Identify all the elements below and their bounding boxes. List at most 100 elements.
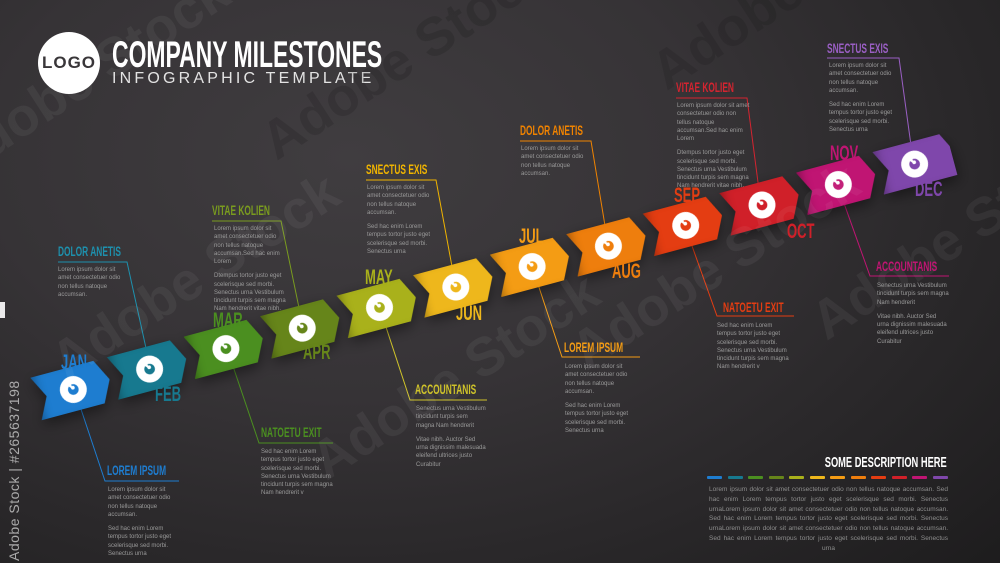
legend-dash (748, 476, 764, 479)
milestone-circle (362, 291, 395, 324)
month-label-may: MAY (365, 267, 410, 288)
timeline-segment (796, 153, 881, 215)
milestone-circle (745, 188, 778, 221)
month-label-text: AUG (612, 260, 641, 283)
legend-dashes (707, 476, 948, 479)
callout-text: Lorem ipsum dolor sit amet consectetuer … (367, 184, 437, 262)
callout-paragraph: Lorem ipsum dolor sit amet consectetuer … (565, 364, 628, 395)
callout-text: Lorem ipsum dolor sit amet consectetuer … (521, 145, 585, 184)
callout-text: Lorem ipsum dolor sit amet consectetuer … (58, 266, 124, 305)
callout-title-text: ACCOUNTANIS (415, 382, 477, 397)
callout-title-text: VITAE KOLIEN (676, 80, 734, 95)
callout-paragraph: Lorem ipsum dolor sit amet consectetuer … (829, 63, 892, 94)
description-title-text: SOME DESCRIPTION HERE (825, 454, 947, 471)
timeline-segment (490, 235, 575, 297)
callout-title: NATOETU EXIT (723, 301, 821, 315)
callout-paragraph: Sed hac enim Lorem tempus tortor justo e… (565, 403, 629, 434)
legend-dash (789, 476, 805, 479)
swirl-icon (370, 298, 388, 316)
callout-paragraph: Sed hac enim Lorem tempus tortor justo e… (367, 224, 431, 255)
milestone-circle (592, 229, 625, 262)
watermark-diagonal: Adobe Stock (0, 0, 241, 192)
month-label-jul: JUL (519, 226, 559, 247)
legend-dash (912, 476, 928, 479)
month-label-sep: SEP (674, 185, 716, 206)
month-label-text: DEC (915, 178, 943, 201)
callout-title: LOREM IPSUM (564, 341, 659, 355)
timeline-segment (260, 296, 345, 358)
callout-title: DOLOR ANETIS (520, 124, 622, 138)
page-title-text: COMPANY MILESTONES (112, 34, 383, 75)
swirl-icon (599, 236, 617, 254)
callout-paragraph: Sed hac enim Lorem tempus tortor justo e… (829, 102, 893, 133)
month-label-aug: AUG (612, 261, 659, 282)
watermark-tick (0, 302, 5, 318)
watermark-vertical-label: Adobe Stock | #265637198 (6, 380, 22, 561)
callout-text: Senectus urna Vestibulum tincidunt turpi… (877, 282, 949, 352)
timeline-segment (413, 255, 498, 317)
milestone-circle (898, 147, 931, 180)
month-label-dec: DEC (915, 179, 959, 200)
month-label-text: JUN (456, 302, 483, 325)
legend-dash (727, 476, 743, 479)
callout-paragraph: Vitae nibh. Auctor Sed urna dignissim ma… (877, 313, 947, 345)
month-label-text: MAR (213, 309, 243, 332)
legend-dash (809, 476, 825, 479)
callout-title: VITAE KOLIEN (212, 204, 306, 218)
milestone-circle (286, 311, 319, 344)
callout-paragraph: Sed hac enim Lorem tempus tortor justo e… (717, 323, 789, 371)
timeline-segment (337, 276, 422, 338)
swirl-icon (140, 359, 158, 377)
callout-paragraph: Senectus urna Vestibulum tincidunt turpi… (416, 406, 486, 429)
callout-title-text: SNECTUS EXIS (366, 162, 428, 177)
callout-title-text: VITAE KOLIEN (212, 203, 270, 218)
swirl-icon (676, 216, 694, 234)
milestone-circle (209, 332, 242, 365)
legend-dash (850, 476, 866, 479)
callout-title: LOREM IPSUM (107, 464, 202, 478)
callout-text: Senectus urna Vestibulum tincidunt turpi… (416, 405, 486, 475)
callout-paragraph: Sed hac enim Lorem tempus tortor justo e… (261, 449, 333, 497)
milestone-circle (133, 352, 166, 385)
month-label-text: JAN (61, 351, 88, 374)
callout-text: Lorem ipsum dolor sit amet consectetuer … (677, 102, 751, 197)
month-label-oct: OCT (787, 221, 831, 242)
legend-dash (932, 476, 948, 479)
timeline-segment (107, 338, 192, 400)
callout-text: Sed hac enim Lorem tempus tortor justo e… (261, 448, 335, 504)
timeline-segment (566, 214, 651, 276)
month-label-text: JUL (519, 225, 544, 248)
swirl-icon (753, 195, 771, 213)
callout-paragraph: Lorem ipsum dolor sit amet consectetuer … (677, 103, 750, 143)
month-label-text: FEB (155, 383, 182, 406)
month-label-text: OCT (787, 220, 815, 243)
logo: LOGO (38, 32, 100, 94)
callout-title-text: DOLOR ANETIS (58, 244, 121, 259)
legend-dash (768, 476, 784, 479)
page-subtitle: INFOGRAPHIC TEMPLATE (112, 70, 375, 87)
timeline-segment (183, 317, 268, 379)
month-label-jun: JUN (456, 303, 498, 324)
description-title: SOME DESCRIPTION HERE (750, 455, 947, 470)
swirl-icon (64, 380, 82, 398)
milestone-circle (669, 209, 702, 242)
callout-title: DOLOR ANETIS (58, 245, 160, 259)
callout-title: ACCOUNTANIS (876, 260, 975, 274)
callout-paragraph: Lorem ipsum dolor sit amet consectetuer … (521, 146, 584, 177)
description-text: Lorem ipsum dolor sit amet consectetuer … (709, 486, 948, 552)
swirl-icon (829, 175, 847, 193)
legend-dash (871, 476, 887, 479)
timeline-segment (872, 132, 957, 194)
callout-paragraph: Dtempus tortor justo eget scelerisque se… (214, 273, 286, 313)
milestone-circle (56, 373, 89, 406)
callout-title: SNECTUS EXIS (366, 163, 465, 177)
milestone-circle (822, 167, 855, 200)
watermark-diagonal: Adobe Stock (760, 0, 1000, 12)
month-label-mar: MAR (213, 310, 261, 331)
swirl-icon (446, 277, 464, 295)
swirl-icon (217, 339, 235, 357)
legend-dash (707, 476, 722, 479)
month-label-nov: NOV (830, 143, 876, 164)
swirl-icon (523, 257, 541, 275)
